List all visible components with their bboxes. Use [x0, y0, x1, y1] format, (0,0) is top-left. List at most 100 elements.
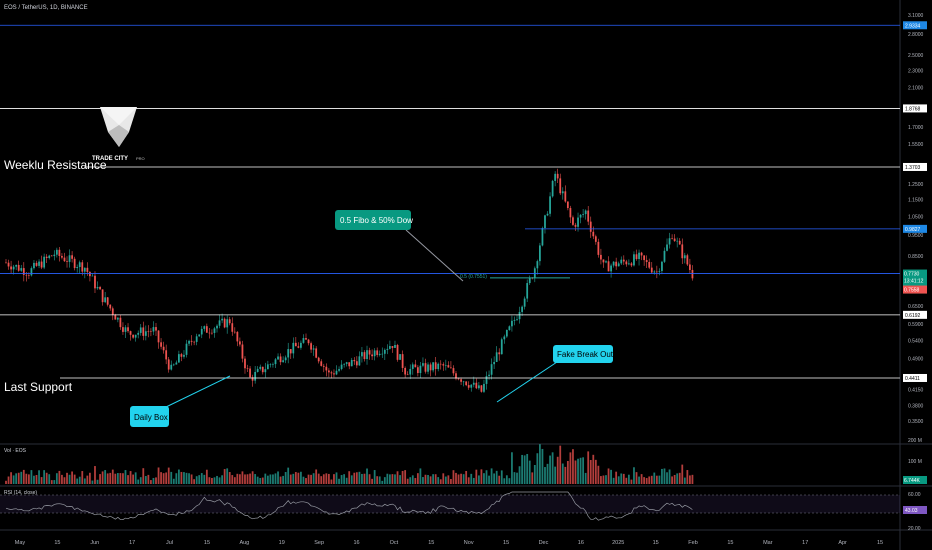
- level-top-badge-text: 2.9334: [905, 23, 921, 29]
- volume-bar: [330, 479, 333, 484]
- candle-body: [518, 311, 521, 320]
- candle-body: [246, 368, 249, 369]
- volume-bar: [577, 458, 579, 484]
- volume-bar: [208, 477, 211, 484]
- candle-body: [350, 360, 353, 367]
- candle-body: [477, 385, 480, 389]
- candle-body: [144, 331, 147, 336]
- candle-body: [505, 330, 508, 337]
- volume-bar: [86, 475, 89, 484]
- volume-bar: [566, 460, 569, 484]
- candle-body: [348, 362, 351, 367]
- volume-bar: [607, 468, 610, 484]
- volume-bar: [409, 477, 412, 484]
- candle-body: [472, 382, 475, 385]
- candle-body: [683, 255, 686, 259]
- time-axis: May 15 Jun 17 Jul 15 Aug 19 Sep 16 Oct 15 Nov 15 Dec 16…: [15, 540, 883, 546]
- volume-bar: [434, 474, 437, 484]
- level-last-support-badge-text: 0.4411: [905, 376, 920, 382]
- volume-bar: [259, 477, 262, 484]
- volume-bar: [5, 480, 7, 484]
- volume-bar: [508, 478, 511, 484]
- volume-bar: [111, 469, 114, 484]
- volume-bar: [71, 471, 73, 484]
- volume-bar: [355, 472, 358, 484]
- volume-bar: [297, 472, 300, 484]
- candle-body: [516, 319, 518, 320]
- candle-body: [251, 377, 254, 381]
- candle-body: [188, 340, 190, 344]
- candle-body: [424, 363, 427, 372]
- candle-body: [666, 244, 668, 251]
- candle-body: [419, 365, 422, 374]
- volume-bar: [165, 472, 168, 484]
- volume-bar: [200, 473, 203, 484]
- volume-bar: [546, 463, 549, 484]
- volume-bar: [551, 452, 554, 484]
- candle-body: [132, 334, 135, 338]
- volume-bar: [638, 476, 640, 484]
- volume-bar: [180, 471, 183, 484]
- volume-bar: [622, 473, 625, 484]
- volume-bar: [160, 472, 162, 484]
- volume-bar: [167, 467, 170, 484]
- volume-bar: [396, 471, 399, 484]
- volume-bar: [389, 474, 391, 484]
- candle-body: [12, 266, 15, 270]
- volume-bar: [246, 474, 249, 484]
- volume-bar: [55, 473, 58, 484]
- volume-bar: [35, 475, 38, 484]
- volume-bar: [406, 478, 409, 484]
- volume-bar: [480, 469, 483, 484]
- volume-bar: [340, 475, 343, 484]
- volume-bar: [241, 471, 244, 484]
- candle-body: [579, 214, 582, 218]
- volume-bar: [683, 477, 686, 484]
- daily-box-callout[interactable]: Daily Box: [130, 375, 231, 427]
- fake-breakout-callout[interactable]: Fake Break Out: [496, 345, 614, 403]
- candle-body: [177, 354, 180, 363]
- volume-axis-label: 200 M: [908, 438, 922, 444]
- candle-body: [185, 343, 188, 355]
- volume-bar: [175, 473, 178, 484]
- volume-bar: [10, 472, 12, 484]
- x-tick-label: 17: [802, 540, 808, 546]
- volume-bar: [228, 472, 231, 484]
- low-price-text: 0.7558: [904, 288, 920, 294]
- symbol-title[interactable]: EOS / TetherUS, 1D, BINANCE: [4, 5, 88, 11]
- candle-body: [569, 208, 572, 218]
- volume-bar: [363, 473, 366, 484]
- candle-body: [556, 173, 559, 179]
- candle-body: [94, 275, 96, 289]
- volume-bar: [40, 477, 43, 484]
- current-price-text: 0.7730: [904, 272, 920, 278]
- volume-bar: [564, 466, 567, 484]
- volume-bar: [50, 480, 53, 484]
- candle-body: [528, 277, 531, 284]
- rsi-line: [5, 491, 693, 521]
- y-tick-label: 1.1500: [908, 198, 924, 204]
- level-last-support-badge: [903, 373, 927, 382]
- y-tick-label: 3.1000: [908, 13, 924, 19]
- x-tick-label: Nov: [464, 540, 474, 546]
- volume-bar: [289, 474, 292, 484]
- candle-body: [566, 201, 569, 209]
- candle-body: [602, 259, 605, 263]
- candle-body: [513, 319, 516, 321]
- candle-body: [43, 256, 46, 268]
- logo-sub: PRO: [136, 156, 145, 161]
- volume-bar: [114, 473, 117, 484]
- x-tick-label: May: [15, 540, 26, 546]
- candle-body: [86, 267, 89, 272]
- candle-body: [627, 263, 630, 265]
- volume-bar: [320, 476, 323, 484]
- volume-bar: [653, 472, 656, 484]
- x-tick-label: 2025: [612, 540, 624, 546]
- candle-body: [30, 268, 33, 276]
- horizontal-levels[interactable]: 2.9334 1.8768 1.3703 0.9827 0.6192 0.4411 0.77…: [0, 21, 927, 382]
- fibo-callout[interactable]: 0.5 Fibo & 50% Dow 0.5 (0.7551): [335, 210, 487, 282]
- candle-body: [294, 342, 297, 347]
- logo-text: TRADE CITY: [92, 156, 128, 162]
- fake-breakout-text: Fake Break Out: [557, 350, 614, 359]
